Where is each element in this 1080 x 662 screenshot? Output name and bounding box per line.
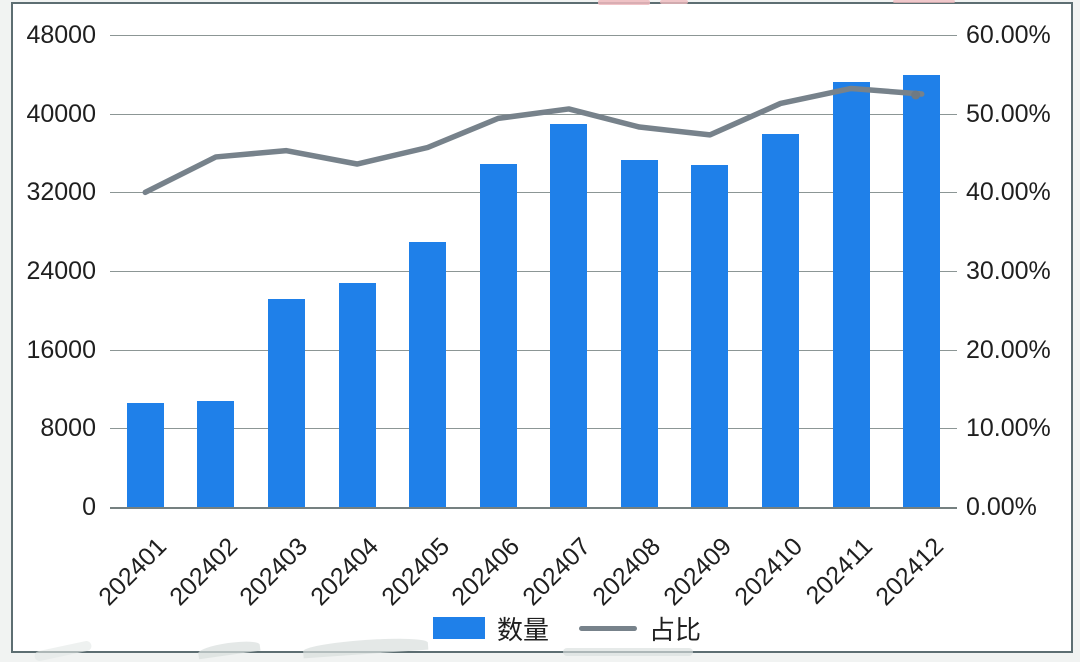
bar-202405 bbox=[409, 241, 447, 507]
legend: 数量 占比 bbox=[433, 611, 701, 645]
gridline bbox=[110, 113, 957, 115]
y-axis-left-tick-label: 8000 bbox=[40, 414, 96, 443]
y-axis-left-tick-label: 40000 bbox=[26, 99, 96, 128]
y-axis-right-tick-label: 60.00% bbox=[966, 21, 1051, 49]
y-axis-left-tick-label: 16000 bbox=[26, 335, 96, 364]
gridline bbox=[110, 271, 957, 272]
bar-202404 bbox=[338, 282, 376, 507]
bar-202408 bbox=[620, 159, 658, 507]
gridline bbox=[110, 35, 957, 36]
legend-quantity-swatch bbox=[433, 617, 485, 639]
y-axis-right-tick-label: 10.00% bbox=[966, 414, 1051, 443]
y-axis-right-tick-label: 50.00% bbox=[966, 99, 1051, 128]
gridline bbox=[110, 349, 957, 351]
bar-202411 bbox=[832, 82, 870, 507]
y-axis-right-tick-label: 30.00% bbox=[966, 257, 1051, 285]
legend-ratio-swatch bbox=[579, 625, 638, 631]
bar-202406 bbox=[479, 163, 517, 507]
bar-202401 bbox=[126, 402, 164, 507]
y-axis-left-tick-label: 0 bbox=[82, 493, 96, 521]
bar-202403 bbox=[267, 298, 305, 507]
y-axis-right-tick-label: 20.00% bbox=[966, 335, 1051, 364]
gridline bbox=[110, 428, 957, 430]
y-axis-right-tick-label: 0.00% bbox=[966, 493, 1037, 521]
x-axis-line bbox=[110, 507, 957, 509]
y-axis-left-tick-label: 48000 bbox=[26, 21, 96, 49]
legend-quantity-label: 数量 bbox=[497, 614, 550, 645]
gridline bbox=[110, 192, 957, 194]
y-axis-left-tick-label: 24000 bbox=[26, 257, 96, 285]
bar-202410 bbox=[762, 134, 800, 507]
legend-ratio-label: 占比 bbox=[649, 614, 702, 645]
bar-202402 bbox=[197, 400, 235, 507]
bar-202409 bbox=[691, 164, 729, 507]
bar-202412 bbox=[903, 75, 941, 507]
bar-202407 bbox=[550, 124, 588, 507]
y-axis-left-tick-label: 32000 bbox=[26, 178, 96, 207]
y-axis-right-tick-label: 40.00% bbox=[966, 178, 1051, 207]
